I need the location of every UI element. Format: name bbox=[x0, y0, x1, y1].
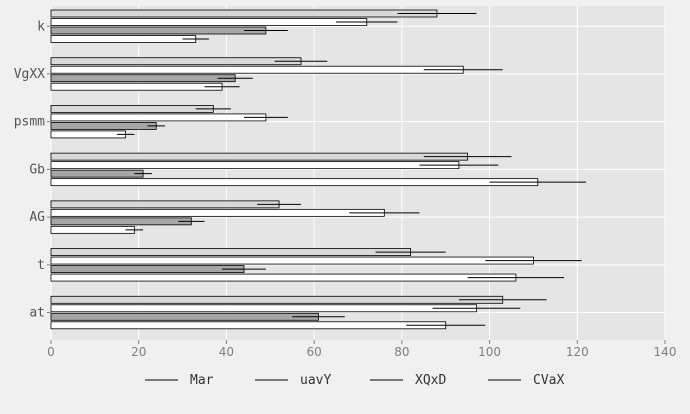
x-tick-label: 80 bbox=[394, 345, 409, 359]
x-tick-label: 100 bbox=[478, 345, 501, 359]
bar bbox=[50, 26, 267, 35]
bar bbox=[50, 217, 192, 226]
legend: Mar uavY XQxD CVaX bbox=[145, 373, 564, 388]
category-label: at bbox=[29, 306, 45, 321]
legend-label: Mar bbox=[190, 373, 214, 388]
bars bbox=[50, 9, 539, 330]
category-label: Gb bbox=[29, 162, 45, 177]
bar bbox=[50, 312, 319, 321]
bar bbox=[50, 35, 197, 43]
bar bbox=[50, 122, 157, 130]
bar bbox=[50, 161, 460, 170]
bar bbox=[50, 208, 385, 217]
bar bbox=[50, 105, 214, 113]
bar bbox=[50, 273, 517, 282]
legend-label: XQxD bbox=[415, 373, 446, 388]
category-label: k bbox=[37, 19, 45, 34]
x-tick-label: 40 bbox=[219, 345, 234, 359]
category-label: AG bbox=[29, 210, 45, 225]
bar bbox=[50, 82, 223, 91]
bar bbox=[50, 265, 245, 273]
category-label: t bbox=[37, 258, 45, 273]
bar bbox=[50, 113, 267, 122]
bar bbox=[50, 248, 412, 256]
bar bbox=[50, 295, 504, 304]
bar bbox=[50, 200, 280, 209]
bar bbox=[50, 18, 368, 26]
bar bbox=[50, 304, 477, 313]
bar bbox=[50, 65, 464, 74]
x-tick-label: 60 bbox=[307, 345, 322, 359]
y-axis: k VgXX psmm Gb AG t at bbox=[14, 19, 51, 321]
bar bbox=[50, 321, 447, 330]
x-tick-label: 140 bbox=[654, 345, 677, 359]
bar bbox=[50, 169, 144, 178]
bar bbox=[50, 9, 438, 18]
x-tick-label: 20 bbox=[131, 345, 146, 359]
bar bbox=[50, 74, 236, 83]
x-tick-label: 0 bbox=[47, 345, 55, 359]
bar bbox=[50, 152, 469, 161]
x-axis: 0 20 40 60 80 100 120 140 bbox=[47, 340, 676, 359]
category-label: VgXX bbox=[14, 67, 45, 82]
bar bbox=[50, 130, 126, 139]
legend-label: CVaX bbox=[533, 373, 564, 388]
legend-label: uavY bbox=[300, 373, 331, 388]
error-bars bbox=[116, 13, 587, 326]
bar bbox=[50, 256, 534, 265]
bar bbox=[50, 225, 135, 234]
category-label: psmm bbox=[14, 115, 45, 130]
bar bbox=[50, 57, 302, 66]
bar bbox=[50, 178, 539, 187]
x-tick-label: 120 bbox=[566, 345, 589, 359]
